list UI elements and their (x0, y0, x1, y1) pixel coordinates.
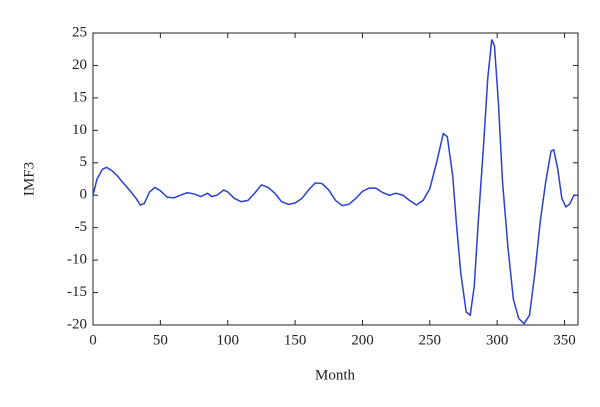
data-line (92, 39, 578, 325)
x-tick-label: 350 (553, 332, 576, 348)
x-tick-label: 100 (216, 332, 239, 348)
plot-frame (92, 32, 579, 326)
y-tick-label: 0 (80, 187, 88, 203)
y-tick-label: -5 (75, 219, 88, 235)
y-tick-label: -15 (67, 284, 87, 300)
y-tick-label: 15 (72, 89, 87, 105)
y-tick-label: 20 (72, 57, 87, 73)
x-tick-label: 250 (419, 332, 442, 348)
x-tick-label: 300 (486, 332, 509, 348)
x-tick-label: 200 (351, 332, 374, 348)
y-tick-label: 10 (72, 122, 87, 138)
x-tick-label: 0 (89, 332, 97, 348)
x-axis-label: Month (315, 367, 356, 383)
y-tick-label: 5 (80, 154, 88, 170)
y-axis-label: IMF3 (21, 162, 37, 196)
x-tick-label: 50 (153, 332, 168, 348)
y-tick-label: 25 (72, 24, 87, 40)
x-tick-label: 150 (284, 332, 307, 348)
y-tick-label: -20 (67, 316, 87, 332)
y-tick-label: -10 (67, 252, 87, 268)
